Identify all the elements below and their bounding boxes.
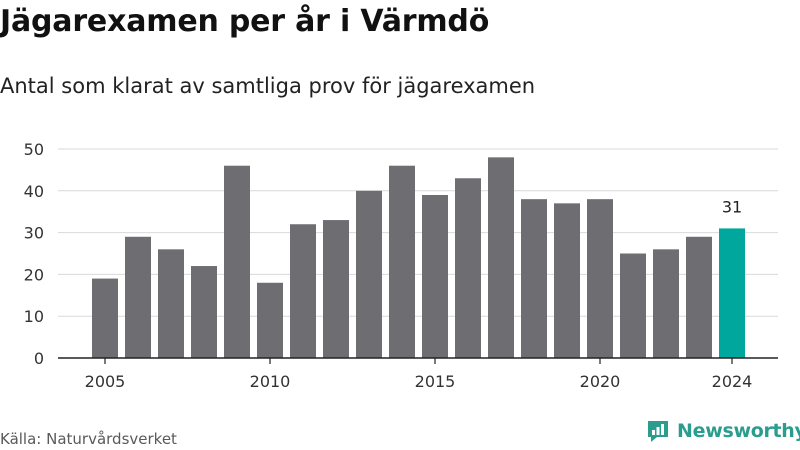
newsworthy-logo-icon	[648, 421, 668, 442]
bars	[92, 157, 745, 358]
y-tick-label: 30	[24, 224, 44, 243]
bar-2010	[257, 282, 283, 358]
bar-2021	[620, 253, 646, 358]
y-tick-label: 0	[34, 349, 44, 368]
data-labels: 31	[722, 197, 742, 216]
data-label-2024: 31	[722, 197, 742, 216]
brand-name: Newsworthy	[677, 420, 800, 442]
y-tick-label: 40	[24, 182, 44, 201]
x-tick-label: 2024	[712, 372, 753, 391]
chart-subtitle: Antal som klarat av samtliga prov för jä…	[0, 74, 536, 98]
bar-2017	[488, 157, 514, 358]
bar-2008	[191, 266, 217, 358]
y-tick-label: 50	[24, 140, 44, 159]
source-note: Källa: Naturvårdsverket	[0, 430, 177, 448]
bar-2007	[158, 249, 184, 358]
bar-2023	[686, 236, 712, 358]
y-tick-label: 10	[24, 307, 44, 326]
bar-2011	[290, 224, 316, 358]
bar-2018	[521, 199, 547, 358]
bar-2005	[92, 278, 118, 358]
bar-2013	[356, 190, 382, 358]
bar-2022	[653, 249, 679, 358]
y-tick-label: 20	[24, 265, 44, 284]
bar-2019	[554, 203, 580, 358]
bar-2012	[323, 220, 349, 358]
x-tick-label: 2005	[85, 372, 126, 391]
bar-2006	[125, 236, 151, 358]
bar-2016	[455, 178, 481, 358]
chart-title: Jägarexamen per år i Värmdö	[0, 4, 490, 39]
bar-2015	[422, 194, 448, 358]
x-tick-label: 2015	[415, 372, 456, 391]
x-tick-label: 2020	[580, 372, 621, 391]
bar-2009	[224, 165, 250, 358]
bar-2020	[587, 199, 613, 358]
bar-2024	[719, 228, 745, 358]
x-tick-label: 2010	[250, 372, 291, 391]
brand-logo: Newsworthy	[645, 418, 800, 444]
bar-2014	[389, 165, 415, 358]
axes: 0 10 20 30 40 50 2005 2010 2015 2020 2024	[24, 140, 778, 391]
